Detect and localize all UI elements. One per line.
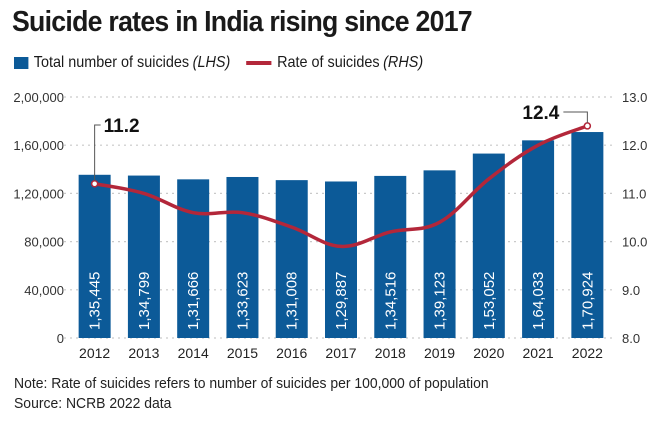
x-tick-label: 2019 <box>424 345 455 361</box>
bar-value-label: 1,39,123 <box>432 272 449 330</box>
annotation-marker <box>90 180 99 188</box>
chart-title: Suicide rates in India rising since 2017 <box>12 6 473 38</box>
left-axis: 0 40,000 80,000 1,20,000 1,60,000 2,00,000 <box>13 90 64 346</box>
right-tick-label: 9.0 <box>622 283 640 298</box>
annotation-marker <box>583 122 592 130</box>
left-tick-label: 1,20,000 <box>13 186 64 201</box>
bar-value-label: 1,33,623 <box>234 272 251 330</box>
legend-bar-label: Total number of suicides <box>33 54 190 71</box>
bar-value-label: 1,35,445 <box>87 272 104 330</box>
bar-value-label: 1,29,887 <box>333 272 350 330</box>
bar <box>374 175 407 338</box>
bar-value-label: 1,64,033 <box>530 272 547 330</box>
bar <box>127 175 160 338</box>
x-tick-label: 2012 <box>79 345 110 361</box>
x-tick-label: 2015 <box>227 345 258 361</box>
right-axis: 8.0 9.0 10.0 11.0 12.0 13.0 <box>622 90 647 346</box>
x-tick-label: 2022 <box>572 345 603 361</box>
right-tick-label: 10.0 <box>622 235 647 250</box>
left-tick-label: 40,000 <box>24 283 64 298</box>
footnote: Note: Rate of suicides refers to number … <box>14 374 489 414</box>
left-tick-label: 2,00,000 <box>13 90 64 105</box>
annotation-leader <box>94 124 101 181</box>
x-tick-label: 2013 <box>128 345 159 361</box>
legend-line-suffix: (RHS) <box>383 54 424 71</box>
x-axis: 2012 2013 2014 2015 2016 2017 2018 2019 2020 2021… <box>79 345 603 361</box>
bar-value-label: 1,31,008 <box>284 272 301 330</box>
bars <box>78 132 604 338</box>
right-tick-label: 11.0 <box>622 186 646 201</box>
left-tick-label: 0 <box>57 331 64 346</box>
rate-line-path <box>92 124 590 249</box>
x-tick-label: 2021 <box>523 345 554 361</box>
x-tick-label: 2020 <box>473 345 504 361</box>
bar <box>226 176 259 338</box>
bar <box>472 153 505 338</box>
bar <box>522 140 555 338</box>
bar <box>571 132 604 338</box>
x-tick-label: 2016 <box>276 345 307 361</box>
bar-value-label: 1,31,666 <box>185 272 202 330</box>
rate-line <box>92 124 590 249</box>
legend: Total number of suicides (LHS) Rate of s… <box>14 54 423 72</box>
x-tick-label: 2018 <box>375 345 406 361</box>
annotation-label: 12.4 <box>522 103 559 124</box>
left-tick-label: 1,60,000 <box>13 138 64 153</box>
annotation-leader <box>563 111 588 123</box>
annotation-label: 11.2 <box>104 116 140 137</box>
legend-line-swatch <box>246 61 272 65</box>
legend-line-label: Rate of suicides <box>277 54 380 71</box>
x-tick-label: 2017 <box>325 345 356 361</box>
legend-bar-swatch <box>14 57 29 69</box>
bar-value-label: 1,53,052 <box>481 272 498 330</box>
bar <box>325 181 357 338</box>
right-tick-label: 13.0 <box>622 90 647 105</box>
annotations: 11.2 12.4 <box>90 103 592 188</box>
bar-value-label: 1,70,924 <box>579 272 596 330</box>
note-text: Note: Rate of suicides refers to number … <box>14 375 489 392</box>
right-tick-label: 8.0 <box>622 331 640 346</box>
left-tick-label: 80,000 <box>24 235 64 250</box>
legend-bar-suffix: (LHS) <box>192 54 231 71</box>
bar-value-label: 1,34,799 <box>136 272 153 330</box>
bar <box>423 170 456 338</box>
right-tick-label: 12.0 <box>622 138 647 153</box>
bar <box>275 180 308 338</box>
source-text: Source: NCRB 2022 data <box>14 395 172 412</box>
bar <box>177 179 210 338</box>
bar-value-label: 1,34,516 <box>382 272 399 330</box>
x-tick-label: 2014 <box>178 345 209 361</box>
bar <box>78 174 111 338</box>
bar-labels: 1,35,445 1,34,799 1,31,666 1,33,623 1,31,008… <box>87 272 597 330</box>
